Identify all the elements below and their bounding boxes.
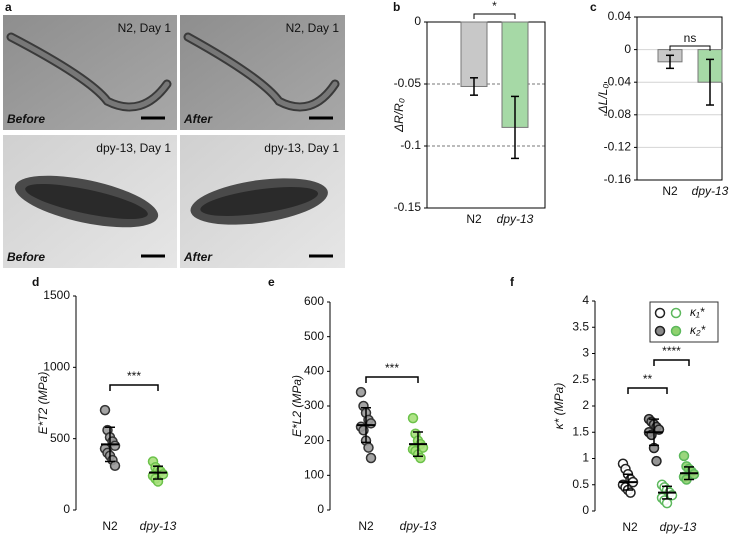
data-point [661,497,673,509]
panel-label: c [590,0,597,14]
y-tick-label: 0 [317,502,324,516]
panel-label: d [32,275,39,289]
y-tick-label: 0.5 [572,477,589,491]
y-axis-label: κ* (MPa) [552,383,566,430]
data-point [109,460,121,472]
x-tick-label: N2 [466,212,482,226]
legend-symbol [670,307,682,319]
panel-label: f [510,275,515,289]
y-tick-label: -0.12 [604,140,632,154]
data-point [363,442,374,453]
data-point [678,450,690,462]
data-point [99,404,111,416]
y-tick-label: 3 [582,346,589,360]
worm-inner [25,183,148,220]
y-tick-label: 0 [414,14,421,28]
legend-label: κ₂* [690,323,706,337]
x-tick-label: dpy-13 [400,519,437,533]
data-point [355,386,367,398]
image-tag: After [183,112,213,126]
y-axis-label: ΔR/R₀ [392,98,406,133]
y-axis-label: E*L2 (MPa) [290,375,304,437]
y-tick-label: 0 [63,502,70,516]
legend-symbol [670,325,682,337]
significance-label: *** [127,369,141,383]
image-caption: N2, Day 1 [118,21,172,35]
y-tick-label: 3.5 [572,319,589,333]
y-tick-label: 100 [304,468,324,482]
y-tick-label: 0 [624,42,631,56]
micrograph [180,15,345,130]
y-tick-label: -0.08 [604,107,632,121]
significance-bracket [653,359,690,366]
image-caption: N2, Day 1 [286,21,340,35]
significance-label: * [492,0,497,13]
legend-symbol [654,325,666,337]
x-tick-label: N2 [358,519,374,533]
worm-inner [185,34,338,110]
image-caption: dpy-13, Day 1 [264,141,339,155]
legend-symbol [654,307,666,319]
y-tick-label: 4 [582,293,589,307]
y-tick-label: 2 [582,398,589,412]
significance-bracket [473,13,516,19]
significance-bracket [109,384,159,391]
significance-bracket [627,387,668,394]
x-tick-label: dpy-13 [140,519,177,533]
y-tick-label: 300 [304,398,324,412]
significance-label: ** [643,372,653,386]
image-tag: Before [7,112,45,126]
plot-frame [636,16,723,181]
legend-label: κ₁* [690,305,705,319]
y-tick-label: 1000 [43,360,70,374]
y-tick-label: 2.5 [572,372,589,386]
y-axis-label: E*T2 (MPa) [36,372,50,435]
significance-label: *** [385,361,399,375]
significance-label: **** [662,344,681,358]
x-tick-label: dpy-13 [660,520,697,534]
y-tick-label: 1500 [43,288,70,302]
panel-label: e [268,275,275,289]
worm-inner [8,34,170,110]
significance-bracket [365,376,419,383]
y-tick-label: 0.04 [608,9,632,23]
y-tick-label: -0.15 [394,200,422,214]
y-tick-label: -0.1 [400,138,421,152]
panel-label: b [393,0,400,14]
image-caption: dpy-13, Day 1 [96,141,171,155]
y-axis-label: ΔL/L₀ [596,84,610,115]
y-tick-label: 500 [50,431,70,445]
data-point [109,440,121,452]
x-tick-label: dpy-13 [497,212,534,226]
y-tick-label: -0.16 [604,172,632,186]
y-tick-label: 200 [304,433,324,447]
image-tag: After [183,250,213,264]
y-tick-label: -0.05 [394,76,422,90]
data-point [365,452,377,464]
x-tick-label: dpy-13 [692,184,729,198]
data-point [365,418,377,429]
micrograph [3,15,177,130]
data-point [407,412,419,424]
x-tick-label: N2 [622,520,638,534]
significance-label: ns [684,31,697,45]
y-tick-label: 1.5 [572,424,589,438]
x-tick-label: N2 [102,519,118,533]
significance-bracket [669,45,711,51]
bar [460,21,488,87]
y-tick-label: 600 [304,294,324,308]
data-point [651,455,662,467]
y-tick-label: 500 [304,329,324,343]
y-tick-label: 400 [304,364,324,378]
worm-inner [200,187,319,216]
x-tick-label: N2 [662,184,678,198]
y-tick-label: 1 [582,451,589,465]
panel-label: a [5,0,12,14]
y-tick-label: -0.04 [604,74,632,88]
y-tick-label: 0 [582,503,589,517]
image-tag: Before [7,250,45,264]
